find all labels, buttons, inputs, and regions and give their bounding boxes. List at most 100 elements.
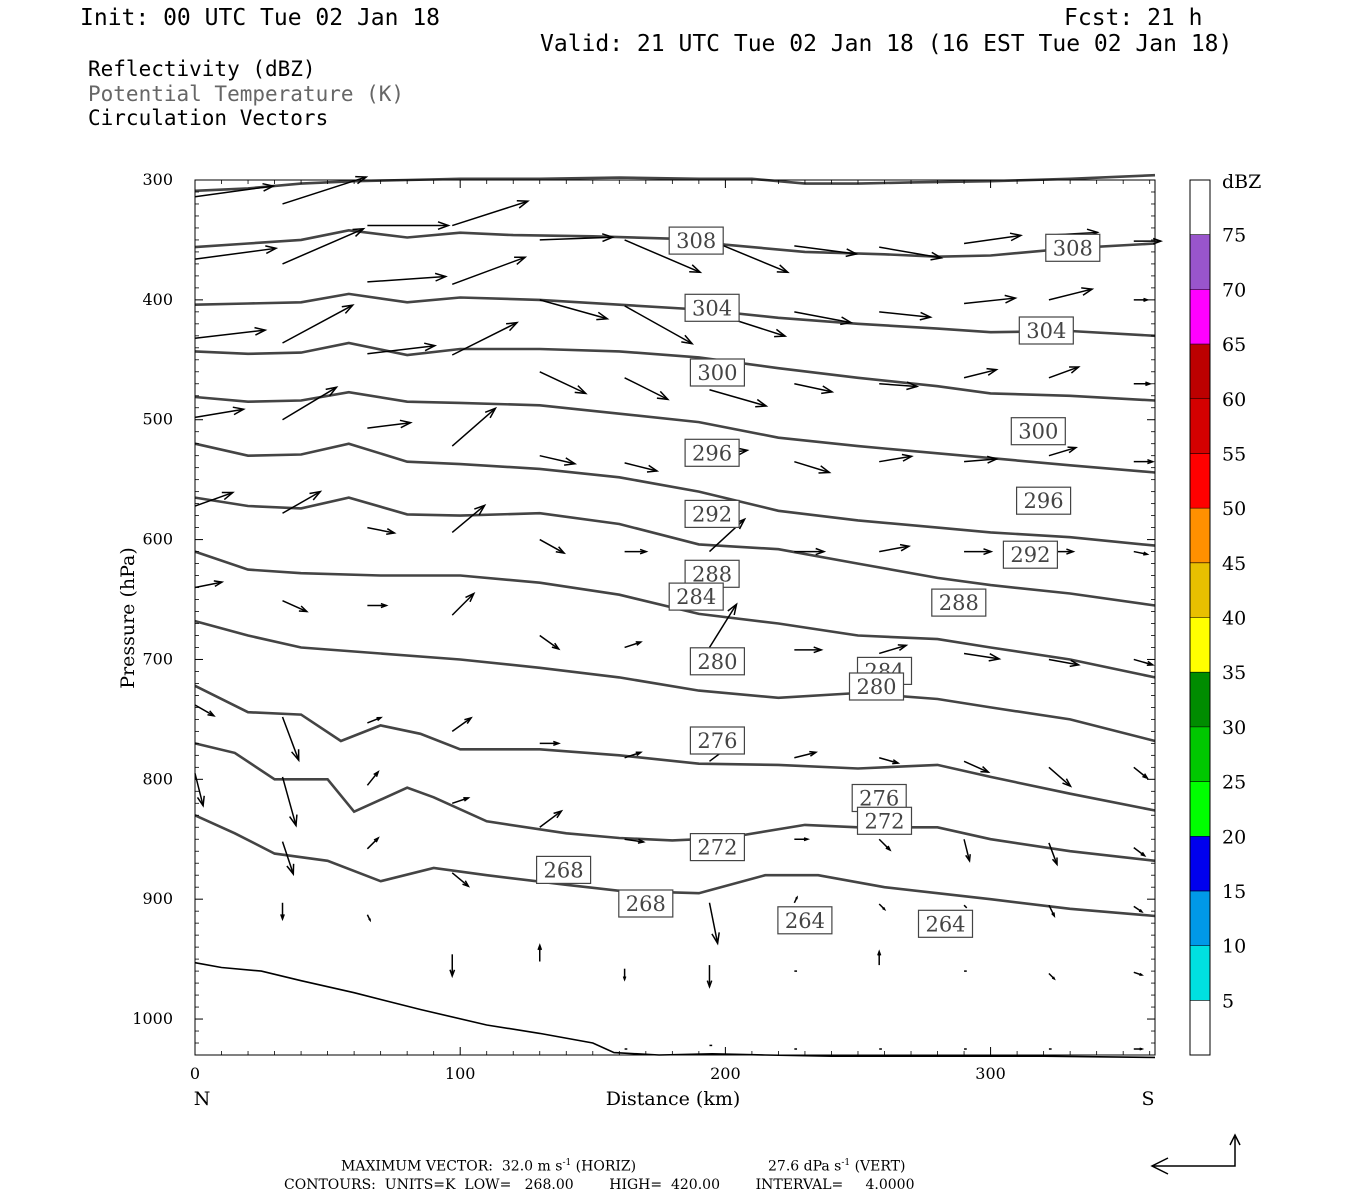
circulation-vector xyxy=(367,716,383,724)
circulation-vector xyxy=(194,704,216,717)
y-tick-label: 700 xyxy=(142,649,173,668)
circulation-vector xyxy=(963,839,971,863)
circulation-vector xyxy=(963,232,1023,245)
forecast-hour: Fcst: 21 h xyxy=(1064,5,1203,31)
svg-text:308: 308 xyxy=(676,229,716,253)
colorbar-label: 70 xyxy=(1222,279,1246,301)
svg-text:308: 308 xyxy=(1053,236,1093,260)
svg-text:296: 296 xyxy=(1024,489,1064,513)
circulation-vector xyxy=(194,580,225,589)
circulation-vector xyxy=(282,600,309,613)
circulation-vector xyxy=(281,776,298,828)
circulation-vector xyxy=(451,321,519,356)
horiz-unit-exponent: -1 xyxy=(562,1158,572,1168)
circulation-vector xyxy=(708,602,738,648)
circulation-vector xyxy=(624,305,695,345)
circulation-vector xyxy=(794,383,835,395)
svg-text:272: 272 xyxy=(864,809,904,833)
contour-label-264: 264 xyxy=(777,906,833,935)
svg-text:300: 300 xyxy=(697,361,737,385)
circulation-vector xyxy=(1048,658,1081,668)
circulation-vector xyxy=(194,245,279,260)
circulation-vector xyxy=(624,751,643,759)
contour-label-304: 304 xyxy=(684,293,740,322)
colorbar-segment xyxy=(1190,726,1210,782)
circulation-vector xyxy=(194,406,246,419)
circulation-vector xyxy=(877,949,882,966)
circulation-vector xyxy=(451,716,473,732)
circulation-vector xyxy=(451,591,476,616)
circulation-vector xyxy=(539,299,610,321)
max-vector-vert-tag: (VERT) xyxy=(854,1158,906,1175)
svg-text:292: 292 xyxy=(1010,543,1050,567)
circulation-vector xyxy=(1048,972,1056,981)
circulation-vector xyxy=(624,377,670,401)
contour-label-272: 272 xyxy=(689,832,746,862)
circulation-vector xyxy=(367,526,397,536)
colorbar-label: 20 xyxy=(1222,826,1246,848)
circulation-vector xyxy=(709,389,769,408)
circulation-vector xyxy=(878,903,887,911)
colorbar-label: 75 xyxy=(1222,225,1246,247)
svg-text:304: 304 xyxy=(692,296,732,320)
colorbar-label: 30 xyxy=(1222,717,1246,739)
theta-contour-308 xyxy=(194,173,1156,193)
y-tick-label: 900 xyxy=(142,889,173,908)
circulation-vector xyxy=(793,895,798,904)
circulation-vector xyxy=(451,872,471,888)
terrain-line xyxy=(194,961,1156,1059)
circulation-vector xyxy=(366,770,380,786)
circulation-vector xyxy=(281,841,295,877)
contour-label-308: 308 xyxy=(1045,233,1101,262)
circulation-vector xyxy=(1048,446,1079,457)
colorbar-unit: dBZ xyxy=(1222,171,1261,193)
circulation-vector xyxy=(879,311,933,321)
colorbar-label: 25 xyxy=(1222,772,1246,794)
colorbar-label: 35 xyxy=(1222,662,1246,684)
colorbar-label: 60 xyxy=(1222,389,1246,411)
y-tick-label: 300 xyxy=(142,170,173,189)
field-label-circulation-vectors: Circulation Vectors xyxy=(88,106,329,130)
contour-label-268: 268 xyxy=(535,855,592,885)
colorbar-segment xyxy=(1190,398,1210,454)
colorbar-label: 10 xyxy=(1222,936,1246,958)
circulation-vector xyxy=(367,342,438,355)
svg-text:280: 280 xyxy=(697,650,737,674)
circulation-vector xyxy=(879,453,914,463)
circulation-vector xyxy=(539,809,564,828)
circulation-vector xyxy=(194,326,268,339)
colorbar-label: 55 xyxy=(1222,443,1246,465)
theta-contour-300 xyxy=(194,292,1156,338)
circulation-vector xyxy=(282,227,366,265)
svg-text:272: 272 xyxy=(697,836,737,860)
circulation-vector xyxy=(537,943,543,962)
circulation-vector xyxy=(452,200,530,227)
colorbar-segment xyxy=(1190,180,1210,235)
circulation-vector xyxy=(367,221,451,231)
circulation-vector xyxy=(1133,550,1150,556)
svg-text:264: 264 xyxy=(925,912,965,936)
x-end-label-north: N xyxy=(194,1088,211,1110)
field-label-potential-temperature: Potential Temperature (K) xyxy=(88,82,405,106)
circulation-vector xyxy=(963,760,991,773)
theta-contour-276 xyxy=(194,619,1156,743)
max-vector-horiz-value: 32.0 m s xyxy=(501,1158,563,1175)
circulation-vector xyxy=(282,490,323,514)
svg-text:296: 296 xyxy=(692,441,732,465)
circulation-vector xyxy=(539,538,567,555)
contour-label-272: 272 xyxy=(856,806,913,835)
y-tick-label: 1000 xyxy=(132,1009,173,1028)
circulation-vector xyxy=(1133,458,1155,465)
y-tick-label: 600 xyxy=(142,530,173,549)
circulation-vector xyxy=(1133,905,1144,913)
circulation-vector xyxy=(964,548,994,556)
circulation-vector xyxy=(280,902,285,922)
contour-label-296: 296 xyxy=(684,438,740,467)
circulation-vector xyxy=(367,419,413,429)
circulation-vector xyxy=(963,904,968,909)
colorbar-segment xyxy=(1190,1000,1210,1056)
circulation-vector xyxy=(1133,297,1150,303)
circulation-vector xyxy=(794,547,827,556)
contour-label-304: 304 xyxy=(1018,316,1074,345)
